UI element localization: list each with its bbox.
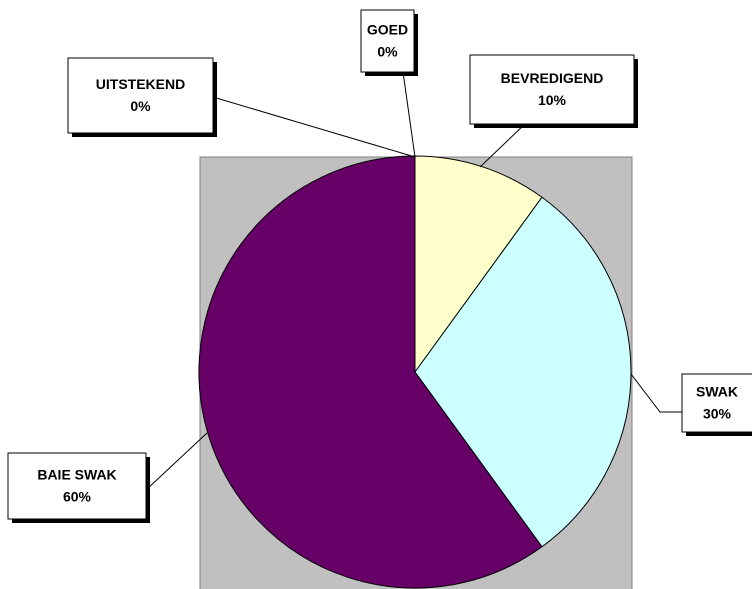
leader-line xyxy=(212,96,416,158)
category-label: BEVREDIGEND xyxy=(501,70,604,86)
label-box xyxy=(681,373,752,433)
label-box xyxy=(360,9,415,73)
pie-slice xyxy=(414,155,543,374)
pie-slice xyxy=(414,196,632,548)
category-label: GOED xyxy=(367,22,408,38)
label-box xyxy=(67,57,214,134)
value-label: 0% xyxy=(130,98,151,114)
value-label: 10% xyxy=(538,92,567,108)
category-label: BAIE SWAK xyxy=(37,467,116,483)
value-label: 0% xyxy=(377,44,398,60)
leader-line xyxy=(402,71,416,158)
leader-line xyxy=(630,373,682,413)
value-label: 30% xyxy=(703,406,732,422)
value-label: 60% xyxy=(63,489,92,505)
label-box xyxy=(7,452,147,520)
leader-line xyxy=(145,432,208,491)
label-box xyxy=(469,54,635,125)
pie-slice xyxy=(198,155,543,589)
category-label: SWAK xyxy=(696,384,738,400)
category-label: UITSTEKEND xyxy=(96,76,185,92)
leader-line xyxy=(479,123,526,168)
